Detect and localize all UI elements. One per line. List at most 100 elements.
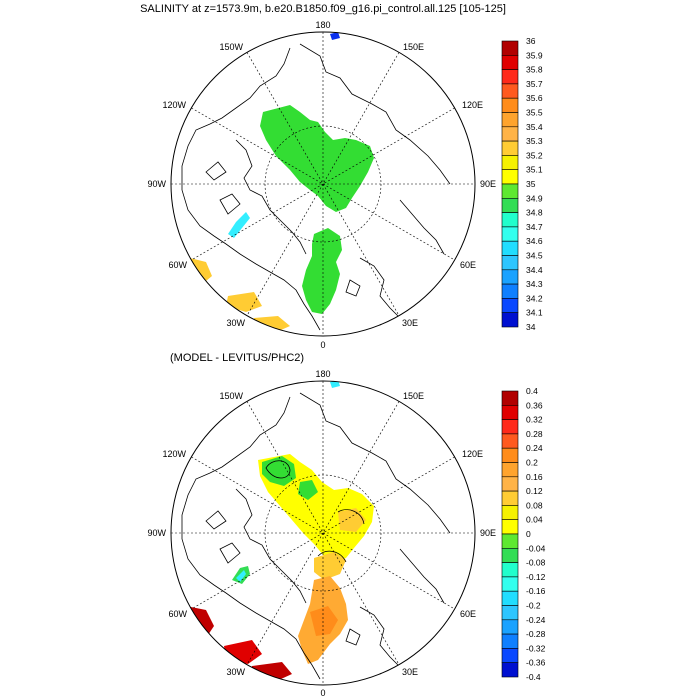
colorbar-swatch bbox=[501, 97, 519, 113]
bottom-label-30e: 30E bbox=[402, 667, 418, 677]
top-coastlines bbox=[181, 43, 451, 331]
colorbar-swatch bbox=[501, 533, 519, 549]
bottom-green-patch-2 bbox=[298, 480, 318, 500]
colorbar-swatch bbox=[501, 390, 519, 406]
bottom-panel-title: (MODEL - LEVITUS/PHC2) bbox=[170, 352, 304, 364]
bottom-panel: (MODEL - LEVITUS/PHC2) bbox=[147, 352, 545, 698]
colorbar-swatch bbox=[501, 576, 519, 592]
bottom-label-150e: 150E bbox=[403, 391, 424, 401]
colorbar-swatch bbox=[501, 447, 519, 463]
colorbar-tick-label: 35.2 bbox=[526, 150, 543, 160]
bottom-label-90w: 90W bbox=[147, 528, 166, 538]
colorbar-tick-label: 35.5 bbox=[526, 108, 543, 118]
colorbar-tick-label: 0.28 bbox=[526, 429, 543, 439]
top-label-120e: 120E bbox=[462, 100, 483, 110]
bottom-label-120e: 120E bbox=[462, 449, 483, 459]
colorbar-tick-label: 35.9 bbox=[526, 50, 543, 60]
bottom-data-fill bbox=[186, 381, 374, 684]
top-longitude-labels: 180 0 90W 90E 150W 120W 60W 30W 150E 120… bbox=[147, 20, 496, 350]
colorbar-swatch bbox=[501, 490, 519, 506]
top-label-30e: 30E bbox=[402, 318, 418, 328]
colorbar-swatch bbox=[501, 404, 519, 420]
colorbar-swatch bbox=[501, 240, 519, 256]
colorbar-tick-label: 0 bbox=[526, 529, 531, 539]
colorbar-tick-label: 34.5 bbox=[526, 251, 543, 261]
colorbar-tick-label: 0.08 bbox=[526, 500, 543, 510]
colorbar-swatch bbox=[501, 112, 519, 128]
colorbar-tick-label: 35.4 bbox=[526, 122, 543, 132]
colorbar-tick-label: -0.16 bbox=[526, 586, 546, 596]
colorbar-tick-label: 34.3 bbox=[526, 279, 543, 289]
colorbar-swatch bbox=[501, 619, 519, 635]
colorbar-swatch bbox=[501, 605, 519, 621]
bottom-polar-map bbox=[170, 380, 476, 686]
colorbar-swatch bbox=[501, 69, 519, 85]
colorbar-tick-label: -0.24 bbox=[526, 615, 546, 625]
top-label-30w: 30W bbox=[226, 318, 245, 328]
bottom-graticule bbox=[171, 381, 475, 685]
colorbar-tick-label: 34.4 bbox=[526, 265, 543, 275]
top-label-150e: 150E bbox=[403, 42, 424, 52]
top-label-90e: 90E bbox=[480, 179, 496, 189]
colorbar-swatch bbox=[501, 419, 519, 435]
colorbar-tick-label: 0.36 bbox=[526, 400, 543, 410]
colorbar-tick-label: 35.3 bbox=[526, 136, 543, 146]
colorbar-swatch bbox=[501, 462, 519, 478]
top-gold-patch-southwest bbox=[226, 292, 262, 312]
colorbar-tick-label: 35.8 bbox=[526, 65, 543, 75]
top-label-180: 180 bbox=[315, 20, 330, 30]
colorbar-tick-label: 35.1 bbox=[526, 165, 543, 175]
bottom-label-0: 0 bbox=[320, 688, 325, 698]
colorbar-tick-label: 34.1 bbox=[526, 308, 543, 318]
colorbar-tick-label: 34.6 bbox=[526, 236, 543, 246]
colorbar-tick-label: 34.2 bbox=[526, 293, 543, 303]
bottom-label-60w: 60W bbox=[168, 609, 187, 619]
colorbar-swatch bbox=[501, 212, 519, 228]
top-cyan-baffin-patch bbox=[228, 212, 250, 238]
colorbar-swatch bbox=[501, 298, 519, 313]
top-graticule bbox=[171, 32, 475, 336]
top-label-90w: 90W bbox=[147, 179, 166, 189]
bottom-colorbar: 0.4 0.36 0.32 0.28 0.24 0.2 0.16 0.12 0.08 0.04 0 -… bbox=[501, 386, 546, 682]
colorbar-swatch bbox=[501, 169, 519, 185]
colorbar-swatch bbox=[501, 505, 519, 520]
bottom-label-120w: 120W bbox=[162, 449, 186, 459]
colorbar-tick-label: 0.24 bbox=[526, 443, 543, 453]
colorbar-swatch bbox=[501, 183, 519, 199]
colorbar-swatch bbox=[501, 547, 519, 563]
colorbar-swatch bbox=[501, 519, 519, 535]
colorbar-swatch bbox=[501, 255, 519, 271]
colorbar-swatch bbox=[501, 54, 519, 70]
top-label-150w: 150W bbox=[219, 42, 243, 52]
colorbar-tick-label: -0.12 bbox=[526, 572, 546, 582]
colorbar-tick-label: 0.2 bbox=[526, 458, 538, 468]
colorbar-swatch bbox=[501, 312, 519, 328]
bottom-cyan-baffin-patch bbox=[236, 570, 246, 582]
colorbar-tick-label: -0.32 bbox=[526, 643, 546, 653]
colorbar-tick-label: -0.28 bbox=[526, 629, 546, 639]
colorbar-tick-label: 35.7 bbox=[526, 79, 543, 89]
bottom-label-150w: 150W bbox=[219, 391, 243, 401]
colorbar-tick-label: 34 bbox=[526, 322, 536, 332]
top-panel: SALINITY at z=1573.9m, b.e20.B1850.f09_g… bbox=[140, 3, 543, 350]
top-label-0: 0 bbox=[320, 340, 325, 350]
colorbar-tick-label: -0.08 bbox=[526, 558, 546, 568]
colorbar-tick-label: 36 bbox=[526, 36, 536, 46]
top-green-arctic-region bbox=[260, 105, 374, 212]
colorbar-tick-label: -0.04 bbox=[526, 543, 546, 553]
colorbar-tick-label: -0.2 bbox=[526, 601, 541, 611]
bottom-longitude-labels: 180 0 90W 90E 150W 120W 60W 30W 150E 120… bbox=[147, 369, 496, 698]
colorbar-tick-label: 34.9 bbox=[526, 193, 543, 203]
colorbar-swatch bbox=[501, 226, 519, 242]
top-green-nordic-region bbox=[302, 228, 342, 314]
bottom-darkorange-nordic-core bbox=[310, 606, 338, 636]
colorbar-swatch bbox=[501, 433, 519, 449]
top-panel-title: SALINITY at z=1573.9m, b.e20.B1850.f09_g… bbox=[140, 3, 506, 15]
top-label-60w: 60W bbox=[168, 260, 187, 270]
bottom-label-180: 180 bbox=[315, 369, 330, 379]
bottom-label-30w: 30W bbox=[226, 667, 245, 677]
colorbar-swatch bbox=[501, 283, 519, 299]
top-label-120w: 120W bbox=[162, 100, 186, 110]
colorbar-tick-label: 0.04 bbox=[526, 515, 543, 525]
